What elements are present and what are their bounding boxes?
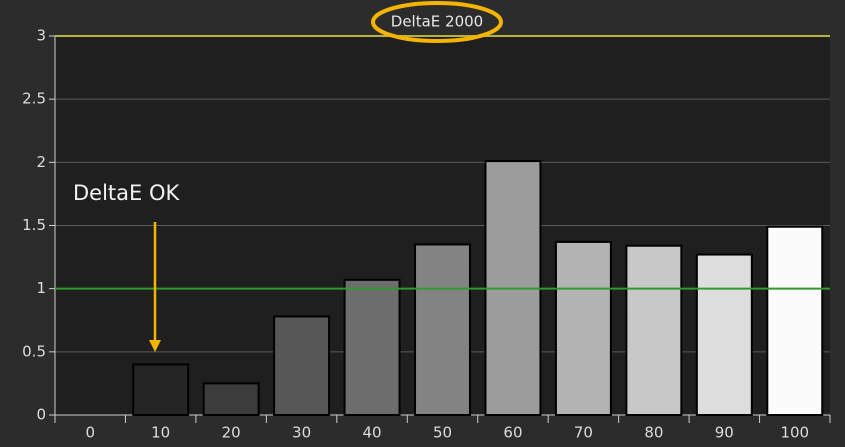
y-tick-label: 1.5	[22, 216, 46, 234]
x-tick-label: 10	[151, 424, 170, 442]
x-tick-label: 90	[715, 424, 734, 442]
annotation-arrowhead	[149, 340, 161, 352]
x-tick-label: 70	[574, 424, 593, 442]
x-tick-label: 20	[222, 424, 241, 442]
bar	[273, 315, 331, 416]
bar	[625, 244, 683, 416]
bar	[695, 253, 753, 416]
x-tick-label: 0	[85, 424, 95, 442]
y-tick-label: 3	[36, 27, 46, 45]
bar	[766, 225, 824, 416]
y-tick-label: 0.5	[22, 342, 46, 360]
x-tick-label: 40	[362, 424, 381, 442]
x-tick-label: 80	[644, 424, 663, 442]
title-highlight	[371, 1, 503, 43]
bar	[202, 382, 260, 416]
bar	[343, 278, 401, 416]
x-tick-label: 60	[503, 424, 522, 442]
bar	[414, 243, 471, 416]
bar	[554, 240, 612, 416]
y-tick-label: 1	[36, 279, 46, 297]
y-tick-label: 2.5	[22, 90, 46, 108]
x-tick-label: 30	[292, 424, 311, 442]
x-tick-label: 50	[433, 424, 452, 442]
annotation: DeltaE OK	[73, 181, 181, 205]
bar	[132, 363, 190, 417]
chart-title: DeltaE 2000	[391, 13, 483, 31]
y-tick-label: 2	[36, 153, 46, 171]
x-tick-label: 100	[780, 424, 809, 442]
y-tick-label: 0	[36, 406, 46, 424]
